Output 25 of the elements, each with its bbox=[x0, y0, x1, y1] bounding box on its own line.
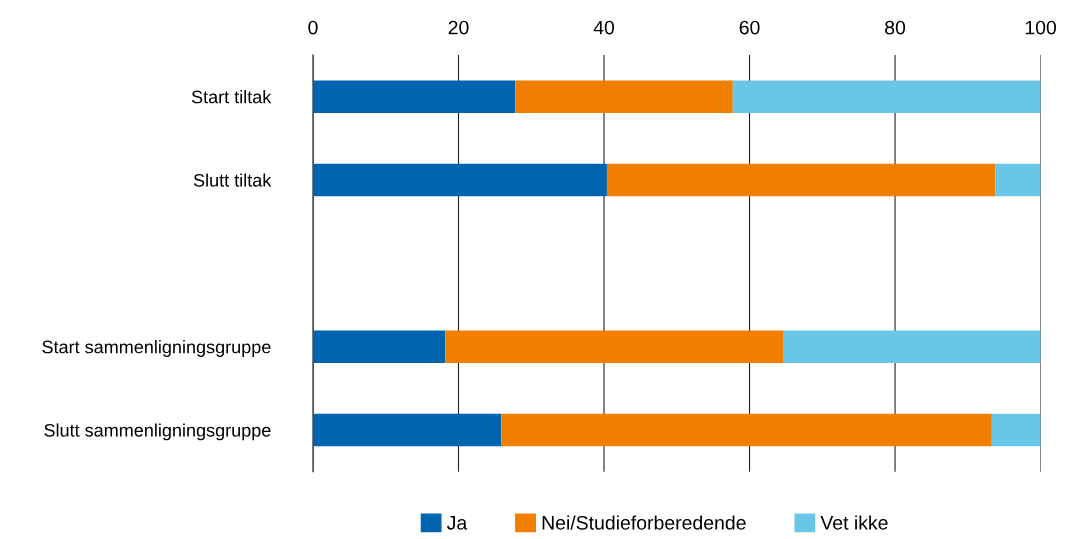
bar bbox=[995, 163, 1041, 197]
legend-label: Nei/Studieforberedende bbox=[542, 515, 746, 530]
x-tick-label: 60 bbox=[739, 20, 760, 35]
x-tick-label: 20 bbox=[448, 20, 469, 35]
bar bbox=[312, 413, 502, 447]
bar bbox=[732, 80, 1041, 113]
y-tick-label: Slutt sammenligningsgruppe bbox=[44, 423, 271, 441]
y-tick-label: Start sammenligningsgruppe bbox=[42, 340, 271, 357]
x-tick-label: 100 bbox=[1025, 20, 1057, 35]
x-tick-label: 40 bbox=[593, 20, 615, 35]
bar bbox=[991, 413, 1041, 447]
bar bbox=[312, 330, 446, 363]
bar bbox=[501, 413, 992, 447]
x-tick-label: 80 bbox=[885, 20, 906, 35]
bar bbox=[445, 330, 783, 363]
legend-label: Ja bbox=[447, 516, 468, 530]
bar bbox=[515, 80, 733, 113]
y-tick-label: Slutt tiltak bbox=[193, 173, 272, 187]
bar bbox=[606, 163, 996, 197]
y-tick-label: Start tiltak bbox=[191, 90, 272, 104]
bar bbox=[312, 163, 607, 197]
x-tick-label: 0 bbox=[308, 20, 318, 35]
bar bbox=[312, 80, 516, 113]
bar bbox=[783, 330, 1041, 363]
legend-label: Vet ikke bbox=[820, 515, 888, 530]
